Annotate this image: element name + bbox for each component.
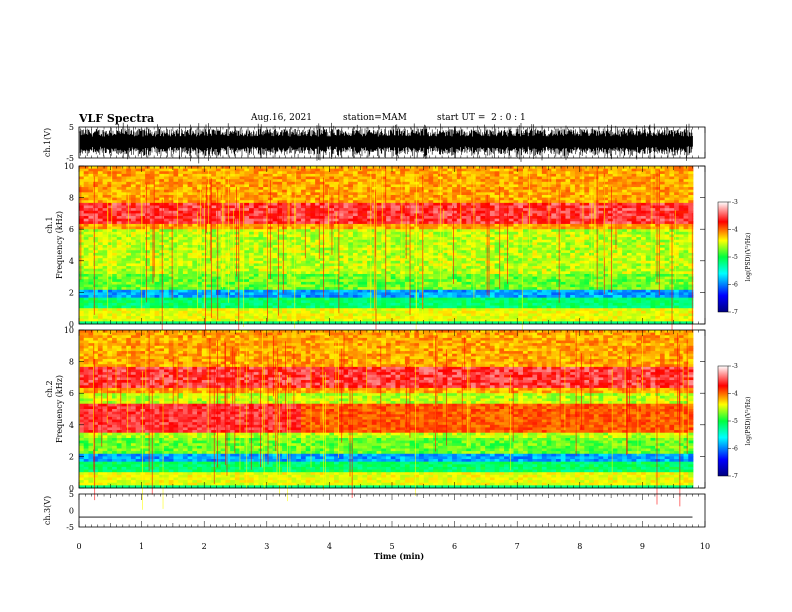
y-tick-label: 4	[69, 257, 74, 266]
x-tick-label: 0	[76, 542, 81, 551]
y-tick-label: 0	[69, 507, 74, 516]
y-tick-label: 5	[69, 490, 74, 499]
x-tick-label: 6	[452, 542, 457, 551]
y-tick-label: -5	[66, 154, 74, 163]
ch1-waveform-trace	[79, 122, 693, 164]
x-axis-label: Time (min)	[374, 551, 424, 561]
panel-channel-label: ch.1	[45, 216, 54, 233]
y-tick-label: -5	[66, 523, 74, 532]
colorbar-label: log(PSD)(V²/Hz)	[745, 233, 752, 282]
y-axis-label: ch.3(V)	[43, 496, 52, 525]
x-tick-label: 10	[700, 542, 710, 551]
y-tick-label: 2	[69, 452, 74, 461]
x-tick-label: 2	[202, 542, 207, 551]
y-tick-label: 6	[69, 225, 74, 234]
x-tick-label: 3	[264, 542, 269, 551]
start-time-label: start UT = 2 : 0 : 1	[437, 113, 526, 123]
colorbar-tick-label: -7	[732, 309, 738, 316]
colorbar-tick-label: -4	[732, 227, 738, 234]
date-label: Aug.16, 2021	[251, 113, 312, 123]
colorbar-tick-label: -6	[732, 446, 738, 453]
y-tick-label: 0	[69, 320, 74, 329]
colorbar-tick-label: -4	[732, 391, 738, 398]
y-axis-label: Frequency (kHz)	[55, 375, 64, 443]
y-tick-label: 10	[64, 326, 74, 335]
ch2-spectrogram	[79, 330, 694, 510]
figure-title: VLF Spectra	[79, 112, 155, 125]
x-tick-label: 7	[515, 542, 520, 551]
colorbar-label: log(PSD)(V²/Hz)	[745, 397, 752, 446]
colorbar-tick-label: -6	[732, 282, 738, 289]
colorbar-tick-label: -7	[732, 473, 738, 480]
x-tick-label: 4	[327, 542, 332, 551]
y-tick-label: 0	[69, 484, 74, 493]
colorbar	[717, 201, 729, 313]
y-tick-label: 6	[69, 389, 74, 398]
colorbar-tick-label: -3	[732, 363, 738, 370]
y-tick-label: 8	[69, 194, 74, 203]
y-tick-label: 2	[69, 288, 74, 297]
y-tick-label: 10	[64, 162, 74, 171]
y-axis-label: ch.1(V)	[43, 128, 52, 157]
colorbar-tick-label: -5	[732, 418, 738, 425]
x-tick-label: 8	[577, 542, 582, 551]
ch1-spectrogram	[79, 166, 694, 350]
y-tick-label: 4	[69, 421, 74, 430]
y-tick-label: 5	[69, 123, 74, 132]
y-axis-label: Frequency (kHz)	[55, 211, 64, 279]
panel-channel-label: ch.2	[45, 380, 54, 397]
station-label: station=MAM	[343, 113, 407, 123]
x-tick-label: 5	[389, 542, 394, 551]
x-tick-label: 9	[640, 542, 645, 551]
x-tick-label: 1	[139, 542, 144, 551]
colorbar	[717, 365, 729, 477]
y-tick-label: 8	[69, 358, 74, 367]
colorbar-tick-label: -3	[732, 199, 738, 206]
colorbar-tick-label: -5	[732, 254, 738, 261]
